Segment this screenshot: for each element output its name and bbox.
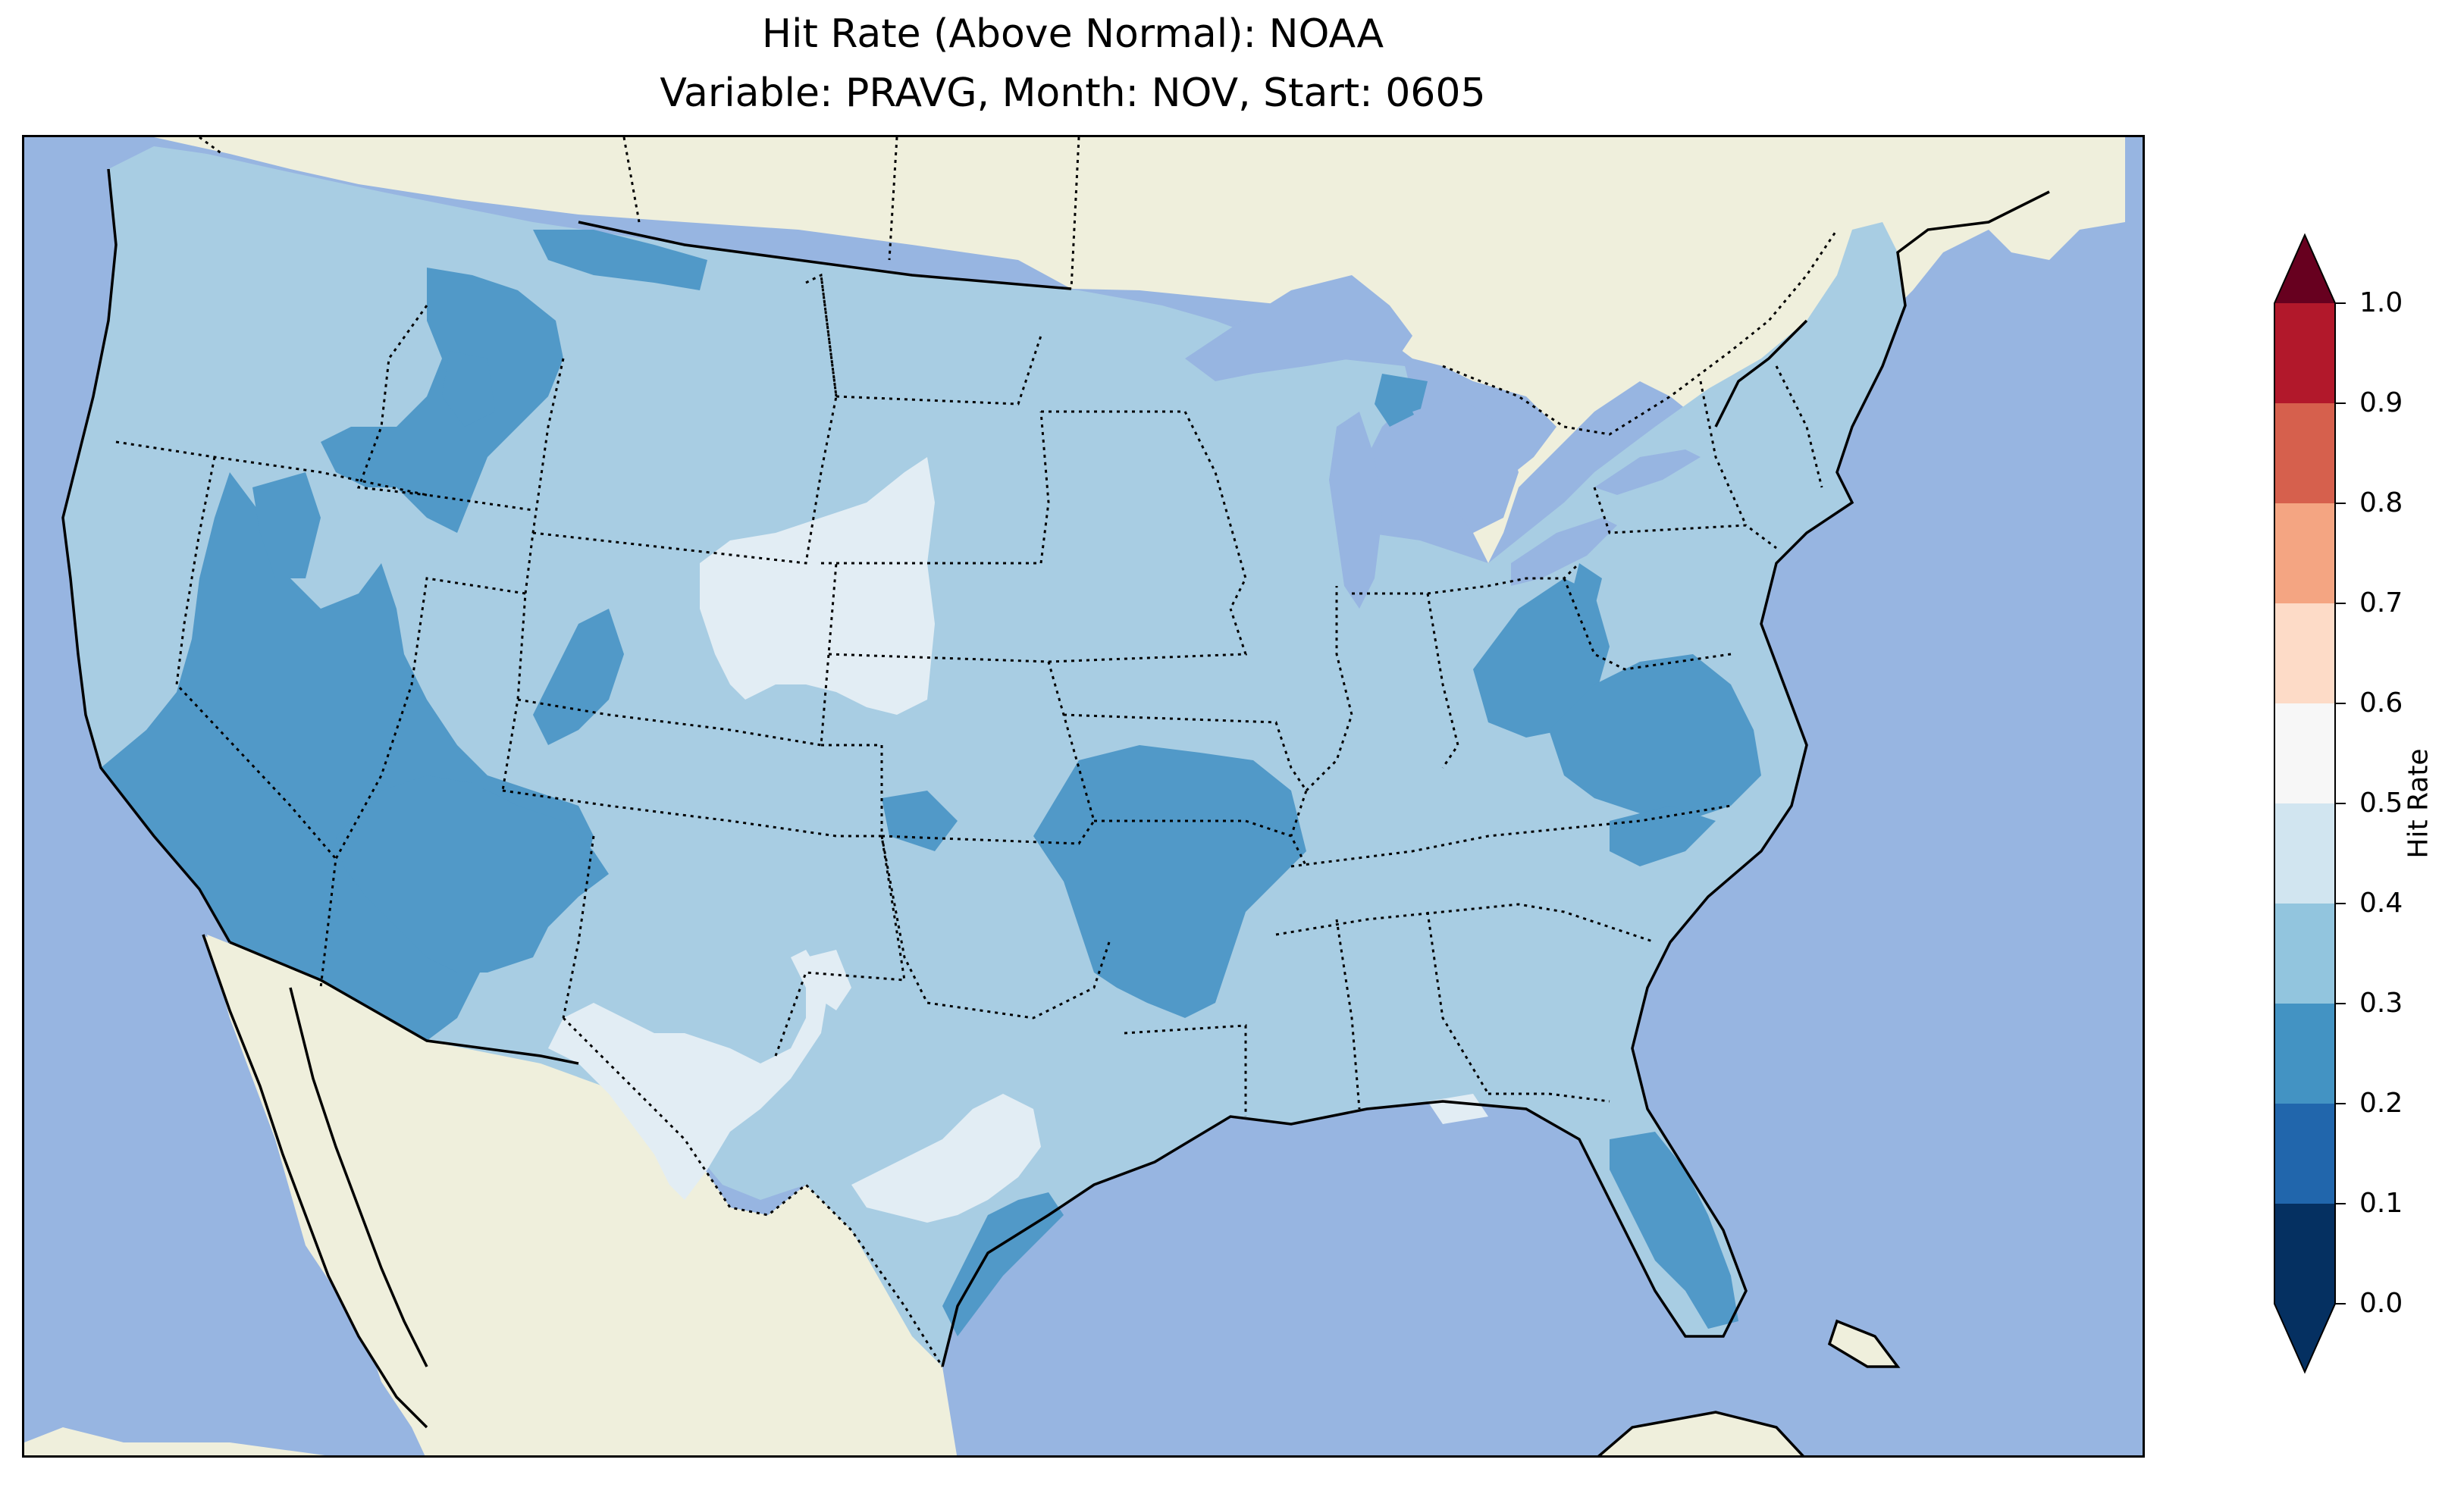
- colorbar-bin: [2274, 1004, 2335, 1104]
- lake-huron: [1412, 396, 1519, 533]
- region-colorado-west: [533, 609, 624, 745]
- conus-field: [63, 146, 1905, 1367]
- colorbar-bin: [2274, 1204, 2335, 1304]
- region-ohio-wv: [1473, 578, 1610, 738]
- colorbar-tick-label: 0.3: [2359, 988, 2403, 1019]
- land-yucatan: [1599, 1412, 1803, 1455]
- map-title-line2: Variable: PRAVG, Month: NOV, Start: 0605: [660, 70, 1486, 116]
- colorbar-tick-label: 0.1: [2359, 1188, 2403, 1219]
- lake-ontario: [1594, 449, 1701, 495]
- region-oklahoma-arkansas: [1033, 745, 1306, 1018]
- region-pa-west: [1572, 563, 1602, 609]
- region-arizona: [336, 775, 609, 973]
- colorbar-bin: [2274, 303, 2335, 403]
- colorbar-tick-label: 0.4: [2359, 888, 2403, 919]
- colorbar-tick-label: 1.0: [2359, 287, 2403, 318]
- lake-michigan: [1329, 412, 1382, 609]
- colorbar-bin: [2274, 703, 2335, 803]
- region-central-texas: [851, 1094, 1041, 1223]
- lake-erie: [1511, 518, 1617, 586]
- colorbar-bin: [2274, 503, 2335, 603]
- colorbar-tick-label: 0.0: [2359, 1288, 2403, 1319]
- region-nc-piedmont: [1610, 806, 1716, 866]
- land-canada: [154, 137, 2125, 563]
- region-west-texas: [548, 950, 829, 1200]
- colorbar-over-extension: [2274, 235, 2335, 303]
- state-boundaries: [115, 273, 1823, 1117]
- colorbar-label: Hit Rate: [2403, 748, 2434, 859]
- colorbar-tick-label: 0.8: [2359, 487, 2403, 518]
- colorbar-bin: [2274, 603, 2335, 703]
- region-florida: [1610, 1132, 1738, 1329]
- map-title-line1: Hit Rate (Above Normal): NOAA: [761, 11, 1384, 57]
- colorbar-tick-label: 0.5: [2359, 788, 2403, 819]
- lake-superior: [1185, 275, 1412, 381]
- coastlines: [61, 168, 2050, 1455]
- colorbar: [2274, 233, 2365, 1374]
- colorbar-bin: [2274, 904, 2335, 1004]
- colorbar-tick-label: 0.2: [2359, 1088, 2403, 1119]
- region-nebraska-wyoming: [700, 457, 935, 715]
- colorbar-bin: [2274, 403, 2335, 503]
- region-nevada-north: [252, 472, 321, 578]
- region-nm-south: [806, 950, 851, 1010]
- region-idaho: [321, 268, 563, 533]
- region-wyoming-nw: [442, 351, 495, 427]
- land-baja: [203, 935, 442, 1427]
- region-montana-north: [533, 230, 707, 290]
- colorbar-bin: [2274, 803, 2335, 904]
- region-virginia: [1549, 654, 1761, 821]
- colorbar-tick-label: 0.7: [2359, 587, 2403, 619]
- intl-boundaries: [199, 137, 1839, 1367]
- colorbar-tick-label: 0.9: [2359, 387, 2403, 418]
- map-frame: [22, 135, 2145, 1458]
- colorbar-bin: [2274, 1104, 2335, 1204]
- map-canvas: [24, 137, 2125, 1455]
- colorbar-tick-label: 0.6: [2359, 687, 2403, 719]
- region-texas-coast: [942, 1192, 1064, 1336]
- region-texas-panhandle: [882, 791, 958, 851]
- colorbar-under-extension: [2274, 1304, 2335, 1372]
- land-cuba: [1829, 1321, 1898, 1367]
- colorbar-svg: [2274, 233, 2346, 1374]
- land-canada-east: [2004, 137, 2125, 207]
